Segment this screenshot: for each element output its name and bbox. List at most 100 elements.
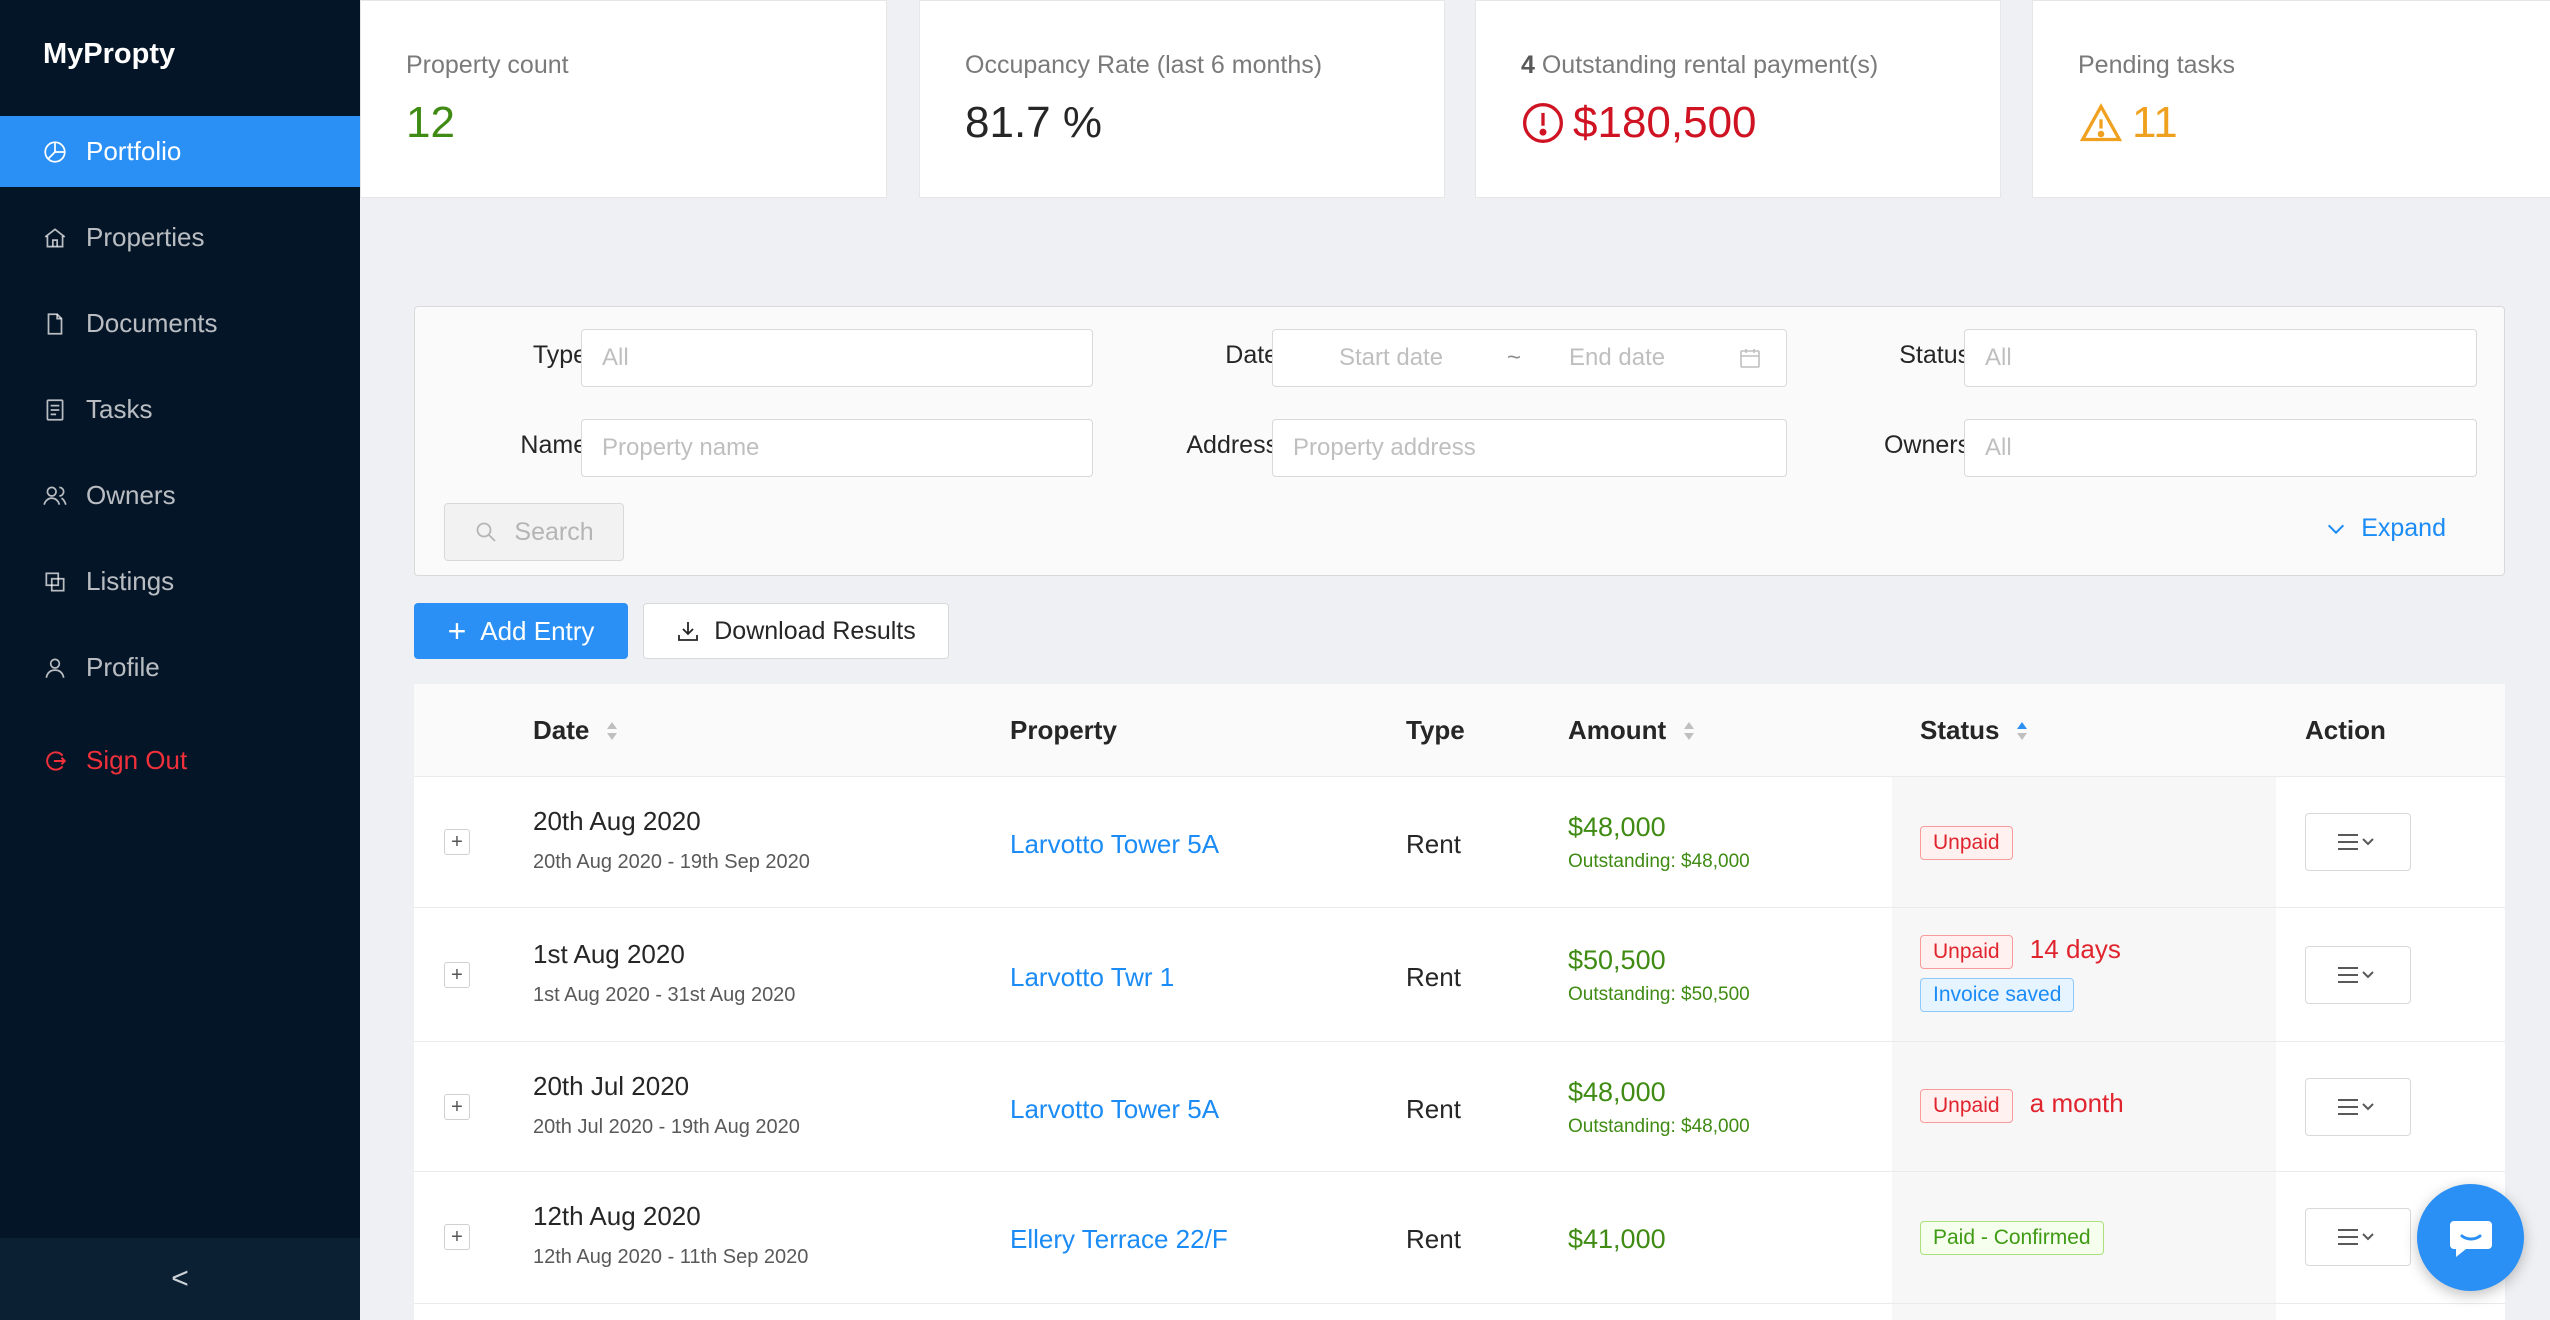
row-amount: $41,000 <box>1568 1224 1666 1254</box>
address-input[interactable]: Property address <box>1272 419 1787 477</box>
start-date-input[interactable]: Start date <box>1339 344 1444 371</box>
column-header-property: Property <box>1010 715 1117 745</box>
sidebar: MyPropty Portfolio Properties Documents … <box>0 0 360 1320</box>
row-date-range: 20th Aug 2020 - 19th Sep 2020 <box>533 851 810 873</box>
column-header-amount[interactable]: Amount <box>1568 684 1696 777</box>
sidebar-item-label: Sign Out <box>86 745 188 775</box>
status-cell: Unpaid a month <box>1920 1088 2124 1123</box>
row-action-dropdown[interactable] <box>2305 1078 2411 1136</box>
stat-label: Property count <box>406 51 569 79</box>
stat-card-outstanding: 4 Outstanding rental payment(s) $180,500 <box>1475 0 2001 198</box>
status-badge: Unpaid <box>1920 935 2013 969</box>
amount-cell: $48,000 Outstanding: $48,000 <box>1568 1077 1750 1138</box>
expand-row-button[interactable]: + <box>444 1094 470 1120</box>
expand-row-button[interactable]: + <box>444 829 470 855</box>
status-badge: Paid - Confirmed <box>1920 1221 2104 1255</box>
row-date-range: 12th Aug 2020 - 11th Sep 2020 <box>533 1246 809 1268</box>
sidebar-item-label: Documents <box>86 308 218 338</box>
stat-label: 4 Outstanding rental payment(s) <box>1521 51 2000 80</box>
date-label: Date : <box>1225 341 1292 369</box>
owners-placeholder: All <box>1985 434 2012 461</box>
end-date-input[interactable]: End date <box>1569 344 1666 371</box>
row-action-dropdown[interactable] <box>2305 1208 2411 1266</box>
owners-label: Owners : <box>1883 431 1984 459</box>
chevron-down-icon <box>2328 524 2345 534</box>
stat-value: 11 <box>2132 98 2178 147</box>
add-entry-label: Add Entry <box>480 615 595 646</box>
brand-logo[interactable]: MyPropty <box>43 38 176 70</box>
sidebar-item-listings[interactable]: Listings <box>0 546 360 617</box>
expand-row-button[interactable]: + <box>444 962 470 988</box>
overdue-duration: a month <box>2029 1088 2124 1118</box>
download-results-button[interactable]: Download Results <box>643 603 949 659</box>
stat-value: $180,500 <box>1573 98 1757 147</box>
date-cell: 12th Aug 2020 12th Aug 2020 - 11th Sep 2… <box>533 1201 808 1269</box>
row-date: 1st Aug 2020 <box>533 939 685 969</box>
status-select[interactable]: All <box>1964 329 2477 387</box>
amount-cell: $48,000 Outstanding: $48,000 <box>1568 812 1750 873</box>
add-entry-button[interactable]: + Add Entry <box>414 603 628 659</box>
sidebar-item-tasks[interactable]: Tasks <box>0 374 360 445</box>
row-amount: $48,000 <box>1568 812 1666 842</box>
status-badge: Unpaid <box>1920 1089 2013 1123</box>
chat-icon <box>2449 1220 2492 1257</box>
sidebar-collapse-button[interactable]: < <box>0 1238 360 1320</box>
row-outstanding: Outstanding: $50,500 <box>1568 984 1750 1005</box>
property-link[interactable]: Larvotto Tower 5A <box>1010 829 1220 859</box>
owners-select[interactable]: All <box>1964 419 2477 477</box>
table-row: + 20th Jul 2020 20th Jul 2020 - 19th Aug… <box>414 1042 2505 1172</box>
name-label: Name : <box>520 431 601 459</box>
type-cell: Rent <box>1406 962 1461 992</box>
download-icon <box>678 622 699 641</box>
type-select[interactable]: All <box>581 329 1093 387</box>
name-input[interactable]: Property name <box>581 419 1093 477</box>
menu-dropdown-icon <box>2338 834 2374 850</box>
sort-icon[interactable] <box>605 720 619 742</box>
column-header-date[interactable]: Date <box>533 684 619 777</box>
copy-icon <box>45 571 65 592</box>
row-date: 12th Aug 2020 <box>533 1201 701 1231</box>
exclamation-circle-icon <box>1523 103 1563 143</box>
expand-row-button[interactable]: + <box>444 1224 470 1250</box>
status-cell: Paid - Confirmed <box>1920 1220 2104 1255</box>
search-icon <box>476 522 497 542</box>
row-action-dropdown[interactable] <box>2305 813 2411 871</box>
name-placeholder: Property name <box>602 434 760 461</box>
row-outstanding: Outstanding: $48,000 <box>1568 851 1750 872</box>
column-header-type: Type <box>1406 715 1465 745</box>
search-button-label: Search <box>514 517 594 546</box>
transactions-table: Date Property Type Amount Status Action … <box>414 684 2505 1320</box>
expand-filters-button[interactable]: Expand <box>2325 514 2446 543</box>
row-action-dropdown[interactable] <box>2305 946 2411 1004</box>
table-row: + 12th Aug 2020 12th Aug 2020 - 11th Sep… <box>414 1172 2505 1304</box>
search-button[interactable]: Search <box>444 503 624 561</box>
table-row: + 20th Aug 2020 20th Aug 2020 - 19th Sep… <box>414 777 2505 908</box>
property-link[interactable]: Ellery Terrace 22/F <box>1010 1224 1228 1254</box>
status-cell: Unpaid 14 days Invoice saved <box>1920 934 2121 1012</box>
sort-icon[interactable] <box>1682 720 1696 742</box>
sort-ascending-icon[interactable] <box>2015 720 2029 742</box>
task-list-icon <box>46 398 64 421</box>
stat-label: Pending tasks <box>2078 51 2236 79</box>
menu-dropdown-icon <box>2338 1099 2374 1115</box>
column-header-status[interactable]: Status <box>1920 684 2029 777</box>
date-range-picker[interactable]: Start date ~ End date <box>1272 329 1787 387</box>
type-cell: Rent <box>1406 829 1461 859</box>
sidebar-item-portfolio[interactable]: Portfolio <box>0 116 360 187</box>
row-amount: $50,500 <box>1568 945 1666 975</box>
sidebar-item-profile[interactable]: Profile <box>0 632 360 703</box>
property-link[interactable]: Larvotto Tower 5A <box>1010 1094 1220 1124</box>
stat-card-pending-tasks: Pending tasks 11 <box>2032 0 2550 198</box>
chat-support-button[interactable] <box>2417 1184 2524 1291</box>
status-badge: Unpaid <box>1920 826 2013 860</box>
sidebar-item-documents[interactable]: Documents <box>0 288 360 359</box>
home-icon <box>44 227 66 248</box>
address-placeholder: Property address <box>1293 434 1476 461</box>
sidebar-item-owners[interactable]: Owners <box>0 460 360 531</box>
property-link[interactable]: Larvotto Twr 1 <box>1010 962 1175 992</box>
type-placeholder: All <box>602 344 629 371</box>
pie-chart-icon <box>44 140 66 163</box>
date-cell: 20th Aug 2020 20th Aug 2020 - 19th Sep 2… <box>533 806 810 874</box>
sidebar-item-signout[interactable]: Sign Out <box>0 725 360 796</box>
sidebar-item-properties[interactable]: Properties <box>0 202 360 273</box>
